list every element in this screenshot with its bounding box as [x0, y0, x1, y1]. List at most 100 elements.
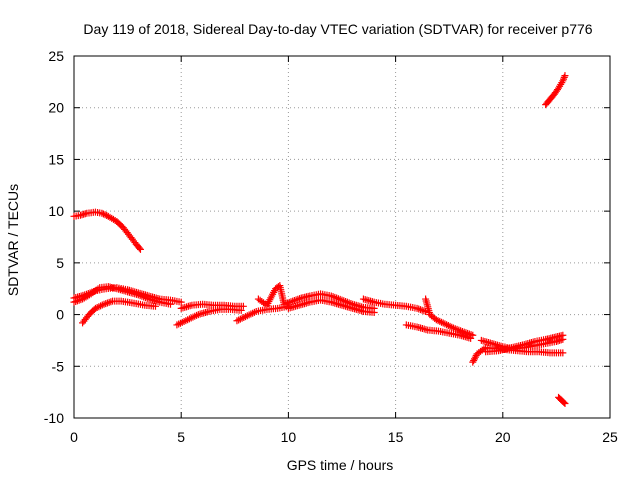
data-point: [101, 211, 109, 219]
series-arc-early-high: [70, 208, 144, 253]
data-point: [462, 329, 470, 337]
data-point: [296, 295, 304, 303]
data-point: [448, 323, 456, 331]
data-point: [91, 304, 99, 312]
data-point: [469, 331, 477, 339]
data-point: [460, 328, 468, 336]
data-point: [107, 298, 115, 306]
data-point: [282, 300, 290, 308]
data-point: [136, 245, 144, 253]
y-tick-label: -10: [44, 410, 64, 426]
data-point: [464, 329, 472, 337]
y-tick-label: 5: [56, 255, 64, 271]
data-point: [289, 297, 297, 305]
series-arc-c: [70, 284, 185, 306]
x-tick-label: 25: [602, 429, 618, 445]
data-point: [177, 298, 185, 306]
data-point: [444, 322, 452, 330]
data-point: [290, 297, 298, 305]
data-point: [98, 301, 106, 309]
data-point: [238, 314, 246, 322]
series-arc-n: [482, 331, 567, 356]
axis-ticks: 0 5 10 15 20 25 -10 -5 0 5 10 15 20 25: [44, 48, 618, 445]
plot-frame: [73, 55, 611, 419]
y-tick-label: 15: [48, 151, 64, 167]
chart-title: Day 119 of 2018, Sidereal Day-to-day VTE…: [83, 21, 592, 37]
grid: [74, 56, 610, 418]
data-point: [98, 209, 106, 217]
data-point: [418, 306, 426, 314]
data-point: [446, 322, 454, 330]
y-tick-label: -5: [52, 358, 65, 374]
data-point: [235, 316, 243, 324]
x-tick-label: 10: [281, 429, 297, 445]
data-point: [240, 313, 248, 321]
data-point: [294, 295, 302, 303]
data-points: [70, 72, 569, 408]
data-point: [465, 330, 473, 338]
data-point: [97, 302, 105, 310]
x-axis-label: GPS time / hours: [287, 457, 394, 473]
data-point: [443, 321, 451, 329]
series-arc-b: [79, 297, 159, 327]
data-point: [416, 306, 424, 314]
data-point: [233, 317, 241, 325]
data-point: [560, 398, 568, 406]
data-point: [470, 356, 478, 364]
data-point: [469, 358, 477, 366]
data-point: [370, 309, 378, 317]
data-point: [100, 300, 108, 308]
data-point: [471, 353, 479, 361]
data-point: [441, 320, 449, 328]
x-tick-label: 15: [388, 429, 404, 445]
data-point: [437, 318, 445, 326]
data-point: [99, 210, 107, 218]
y-tick-label: 10: [48, 203, 64, 219]
series-arc-i: [359, 295, 430, 315]
data-point: [151, 302, 159, 310]
data-point: [432, 316, 440, 324]
x-tick-label: 20: [495, 429, 511, 445]
data-point: [560, 73, 568, 81]
series-arc-late-low: [555, 393, 569, 408]
data-point: [436, 317, 444, 325]
data-point: [413, 304, 421, 312]
data-point: [560, 75, 568, 83]
data-point: [434, 317, 442, 325]
data-point: [561, 72, 569, 80]
data-point: [559, 349, 567, 357]
y-axis-label: SDTVAR / TECUs: [5, 184, 21, 296]
data-point: [287, 298, 295, 306]
series-arc-d: [173, 305, 245, 329]
data-point: [559, 331, 567, 339]
data-point: [102, 300, 110, 308]
data-point: [236, 315, 244, 323]
data-point: [103, 299, 111, 307]
data-point: [105, 298, 113, 306]
data-point: [292, 296, 300, 304]
data-point: [470, 355, 478, 363]
data-point: [135, 244, 143, 252]
data-point: [280, 300, 288, 308]
series-arc-e: [177, 300, 247, 312]
data-point: [284, 299, 292, 307]
data-point: [239, 302, 247, 310]
x-tick-label: 5: [177, 429, 185, 445]
y-tick-label: 25: [48, 48, 64, 64]
data-point: [415, 305, 423, 313]
series-arc-k: [422, 295, 477, 339]
series-arc-late-high: [542, 72, 569, 109]
y-tick-label: 0: [56, 307, 64, 323]
data-point: [95, 303, 103, 311]
y-tick-label: 20: [48, 100, 64, 116]
data-point: [467, 331, 475, 339]
x-tick-label: 0: [70, 429, 78, 445]
data-point: [93, 304, 101, 312]
series-arc-f: [233, 302, 292, 325]
data-point: [285, 298, 293, 306]
data-point: [439, 319, 447, 327]
series-arc-h: [284, 296, 378, 317]
data-point: [561, 400, 569, 408]
data-point: [559, 77, 567, 85]
